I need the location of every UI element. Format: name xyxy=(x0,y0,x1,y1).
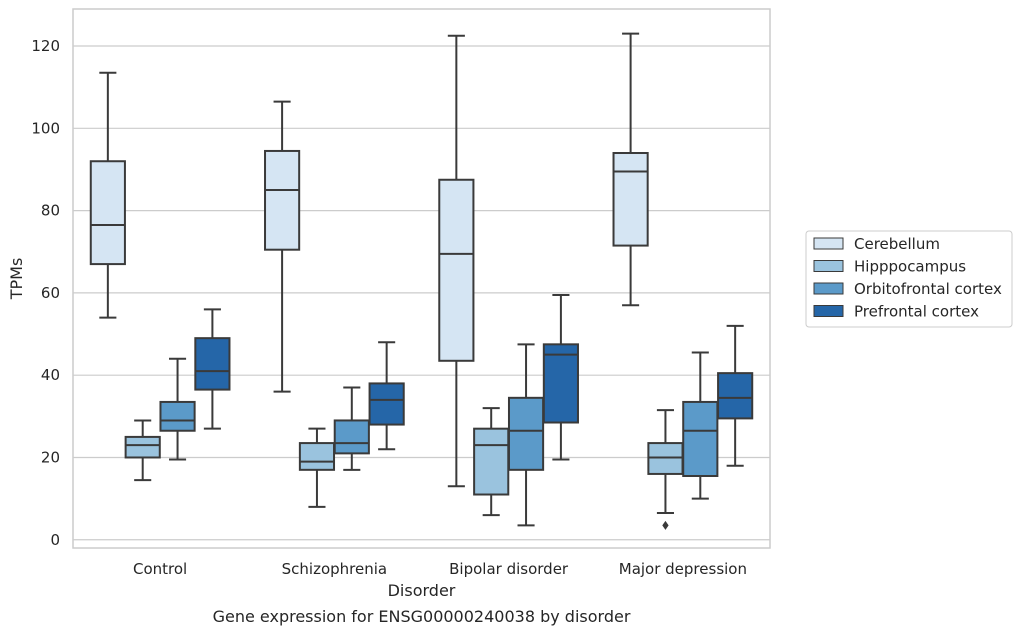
box-iqr xyxy=(89,160,126,266)
legend-label: Cerebellum xyxy=(854,235,940,253)
box-hipppocampus xyxy=(473,407,510,517)
legend-label: Prefrontal cortex xyxy=(854,303,979,321)
x-tick-label: Major depression xyxy=(619,560,747,578)
y-tick-label: 120 xyxy=(31,37,60,55)
box-iqr xyxy=(333,419,370,455)
x-tick-label: Control xyxy=(133,560,187,578)
legend: Cerebellum Hipppocampus Orbitofrontal cort… xyxy=(805,230,1013,328)
box-iqr xyxy=(368,382,405,426)
box-iqr xyxy=(507,396,545,471)
x-tick-label: Bipolar disorder xyxy=(449,560,569,578)
box-hipppocampus xyxy=(298,427,336,508)
outlier-point xyxy=(662,520,669,530)
box-hipppocampus xyxy=(124,419,161,482)
box-cerebellum xyxy=(612,32,649,307)
box-prefrontal-cortex xyxy=(542,293,579,461)
grid-lines xyxy=(73,45,770,541)
box-iqr xyxy=(194,337,231,391)
box-orbitofrontal-cortex xyxy=(333,386,370,471)
box-iqr xyxy=(124,435,161,459)
x-tick-label: Schizophrenia xyxy=(282,560,387,578)
box-prefrontal-cortex xyxy=(717,324,754,467)
box-iqr xyxy=(264,149,301,251)
legend-label: Orbitofrontal cortex xyxy=(854,280,1002,298)
legend-frame xyxy=(805,230,1013,328)
legend-swatch xyxy=(813,260,844,272)
box-orbitofrontal-cortex xyxy=(159,357,196,461)
box-orbitofrontal-cortex xyxy=(682,351,719,500)
box-iqr xyxy=(682,400,719,477)
box-prefrontal-cortex xyxy=(194,308,231,430)
box-iqr xyxy=(473,427,510,496)
legend-swatch xyxy=(813,305,844,317)
box-iqr xyxy=(298,442,336,471)
box-iqr xyxy=(647,442,684,475)
box-iqr xyxy=(159,400,196,432)
y-tick-label: 80 xyxy=(41,202,60,220)
box-iqr xyxy=(717,372,754,420)
box-orbitofrontal-cortex xyxy=(507,343,545,527)
box-iqr xyxy=(438,178,475,362)
chart-caption: Gene expression for ENSG00000240038 by d… xyxy=(213,607,631,626)
legend-swatch xyxy=(813,237,844,250)
y-tick-label: 60 xyxy=(41,284,60,302)
y-tick-label: 0 xyxy=(50,531,60,549)
box-cerebellum xyxy=(89,71,126,319)
y-tick-label: 20 xyxy=(41,448,60,466)
y-tick-label: 40 xyxy=(41,366,60,384)
box-iqr xyxy=(612,152,649,247)
legend-swatch xyxy=(813,282,844,295)
x-tick-labels: Control Schizophrenia Bipolar disorder Majo… xyxy=(133,560,747,578)
y-tick-label: 100 xyxy=(31,119,60,137)
legend-label: Hipppocampus xyxy=(854,258,966,276)
box-iqr xyxy=(542,343,579,424)
y-tick-labels: 0 20 40 60 80 100 120 xyxy=(31,37,60,549)
box-cerebellum xyxy=(438,34,475,488)
box-cerebellum xyxy=(264,100,301,393)
boxes xyxy=(89,32,754,530)
box-prefrontal-cortex xyxy=(368,341,405,451)
y-axis-title: TPMs xyxy=(7,258,26,301)
x-axis-title: Disorder xyxy=(388,581,456,600)
box-hipppocampus xyxy=(647,409,684,530)
plot-frame xyxy=(72,8,771,549)
